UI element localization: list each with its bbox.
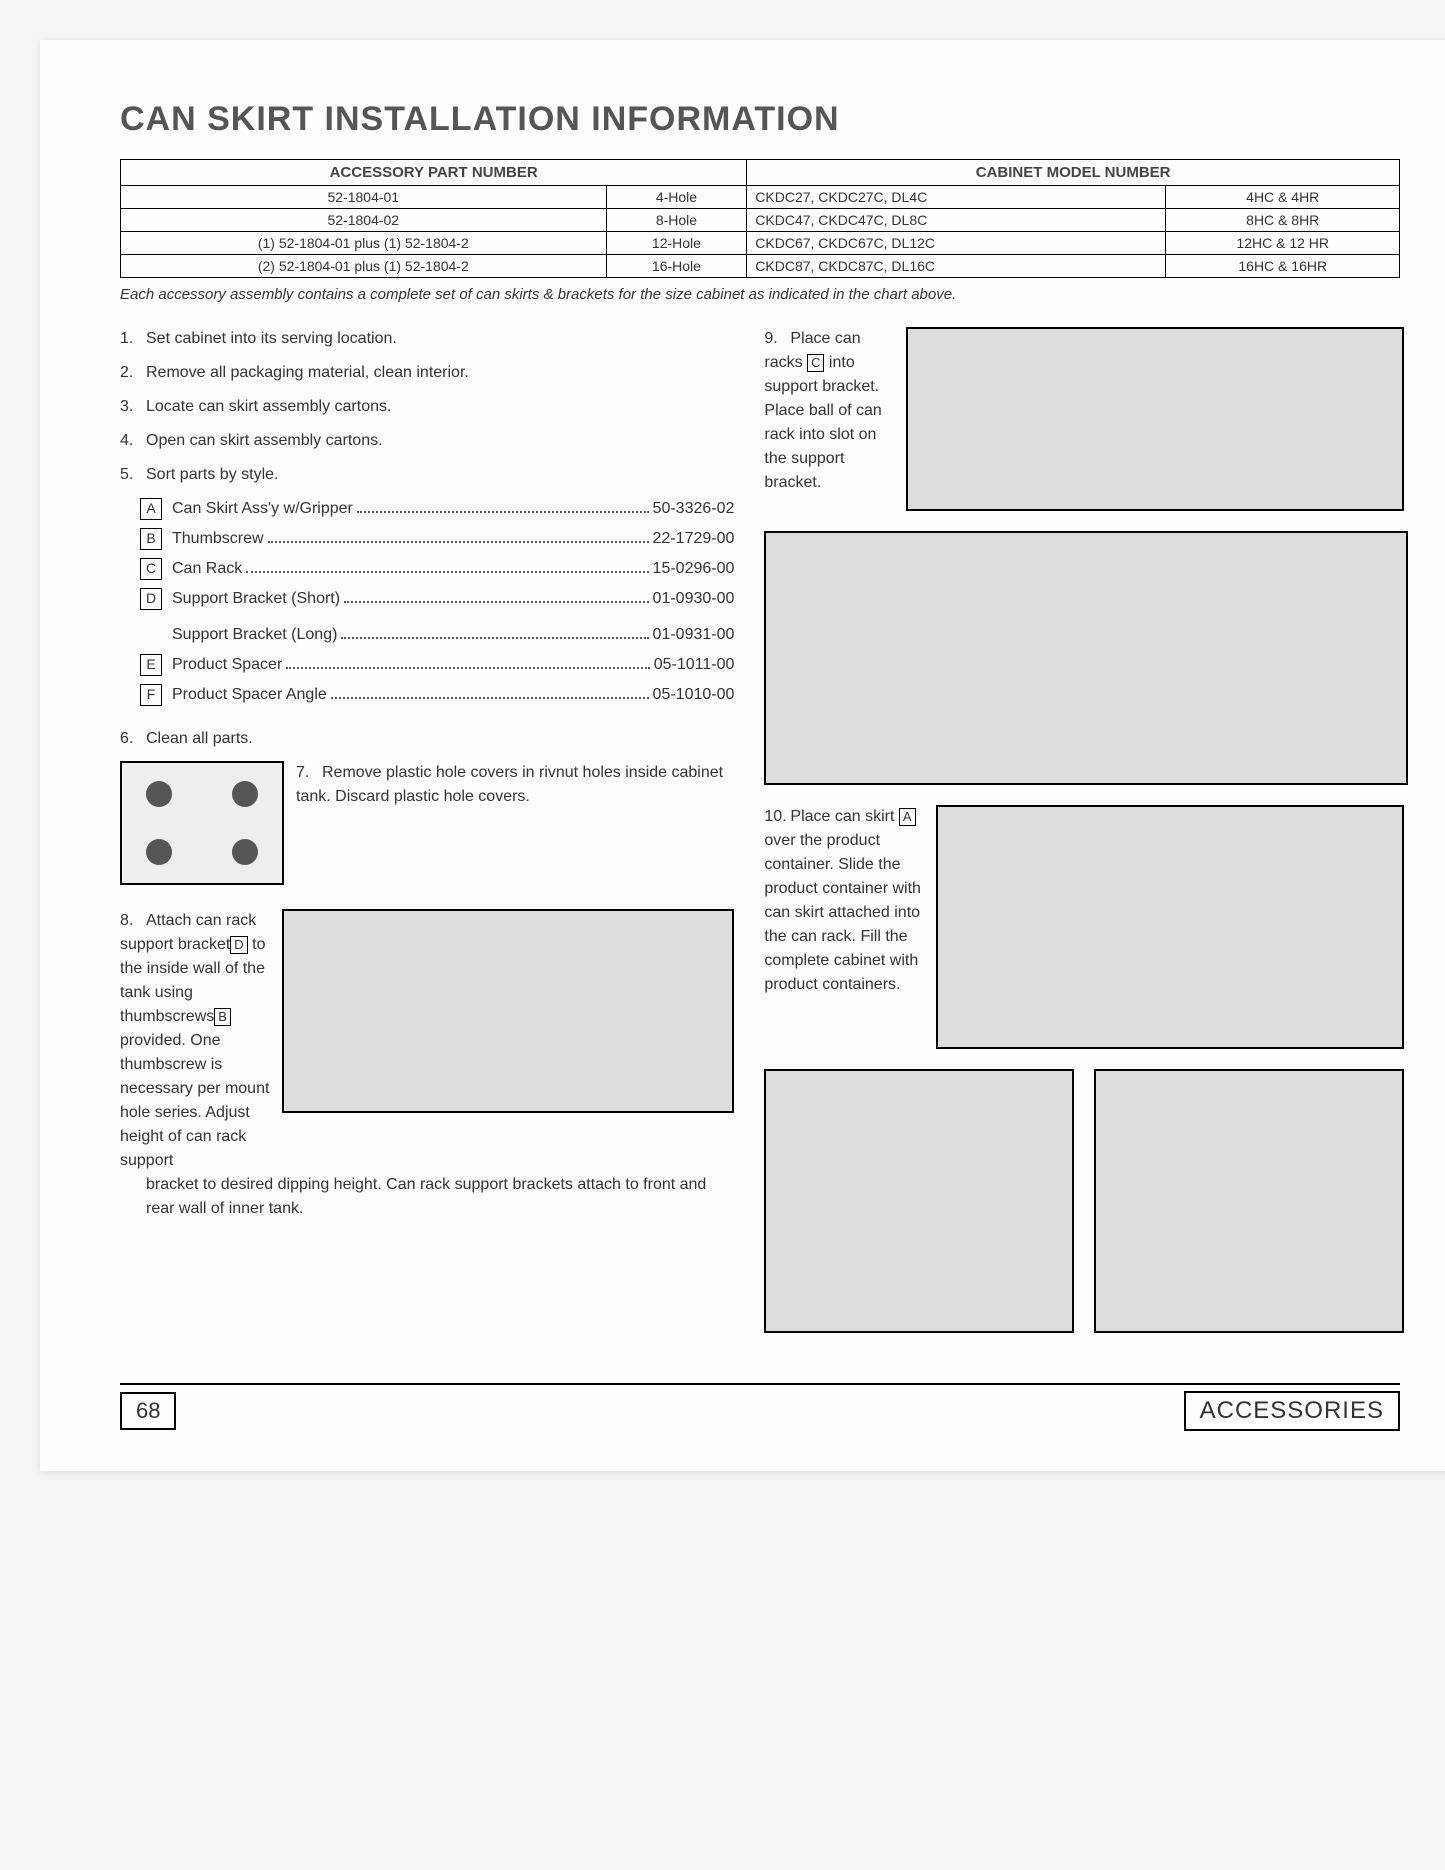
container-image-2 xyxy=(1094,1069,1404,1333)
page-title: CAN SKIRT INSTALLATION INFORMATION xyxy=(120,100,1400,139)
step-1: 1.Set cabinet into its serving location. xyxy=(120,327,734,351)
can-rack-image xyxy=(906,327,1404,511)
parts-table: ACCESSORY PART NUMBER CABINET MODEL NUMB… xyxy=(120,159,1400,278)
step-9: 9.Place can racks C into support bracket… xyxy=(764,327,1404,511)
step-2: 2.Remove all packaging material, clean i… xyxy=(120,361,734,385)
step-10: 10.Place can skirt A over the product co… xyxy=(764,805,1404,1049)
part-line: Support Bracket (Long)01-0931-00 xyxy=(140,617,734,647)
part-line: EProduct Spacer05-1011-00 xyxy=(140,653,734,677)
table-row: (1) 52-1804-01 plus (1) 52-1804-212-Hole… xyxy=(121,232,1400,255)
part-line: CCan Rack15-0296-00 xyxy=(140,557,734,581)
table-row: (2) 52-1804-01 plus (1) 52-1804-216-Hole… xyxy=(121,255,1400,278)
container-image-1 xyxy=(764,1069,1074,1333)
step-3: 3.Locate can skirt assembly cartons. xyxy=(120,395,734,419)
header-cabinet: CABINET MODEL NUMBER xyxy=(747,160,1400,186)
page-number: 68 xyxy=(120,1392,176,1430)
bracket-image xyxy=(282,909,734,1113)
step-4: 4.Open can skirt assembly cartons. xyxy=(120,429,734,453)
step-8: 8.Attach can rack support bracketD to th… xyxy=(120,909,734,1221)
can-skirt-image xyxy=(936,805,1404,1049)
table-note: Each accessory assembly contains a compl… xyxy=(120,286,1400,303)
part-line: FProduct Spacer Angle05-1010-00 xyxy=(140,683,734,707)
table-row: 52-1804-014-HoleCKDC27, CKDC27C, DL4C4HC… xyxy=(121,186,1400,209)
part-line: DSupport Bracket (Short)01-0930-00 xyxy=(140,587,734,611)
step-6: 6.Clean all parts. xyxy=(120,727,734,751)
table-row: 52-1804-028-HoleCKDC47, CKDC47C, DL8C8HC… xyxy=(121,209,1400,232)
step-7: 7.Remove plastic hole covers in rivnut h… xyxy=(296,761,734,809)
cabinet-top-image xyxy=(764,531,1408,785)
part-line: BThumbscrew22-1729-00 xyxy=(140,527,734,551)
footer-section-label: ACCESSORIES xyxy=(1184,1391,1400,1431)
step-5: 5.Sort parts by style. xyxy=(120,463,734,487)
part-line: ACan Skirt Ass'y w/Gripper50-3326-02 xyxy=(140,497,734,521)
rivnut-holes-image xyxy=(120,761,284,885)
header-accessory: ACCESSORY PART NUMBER xyxy=(121,160,747,186)
